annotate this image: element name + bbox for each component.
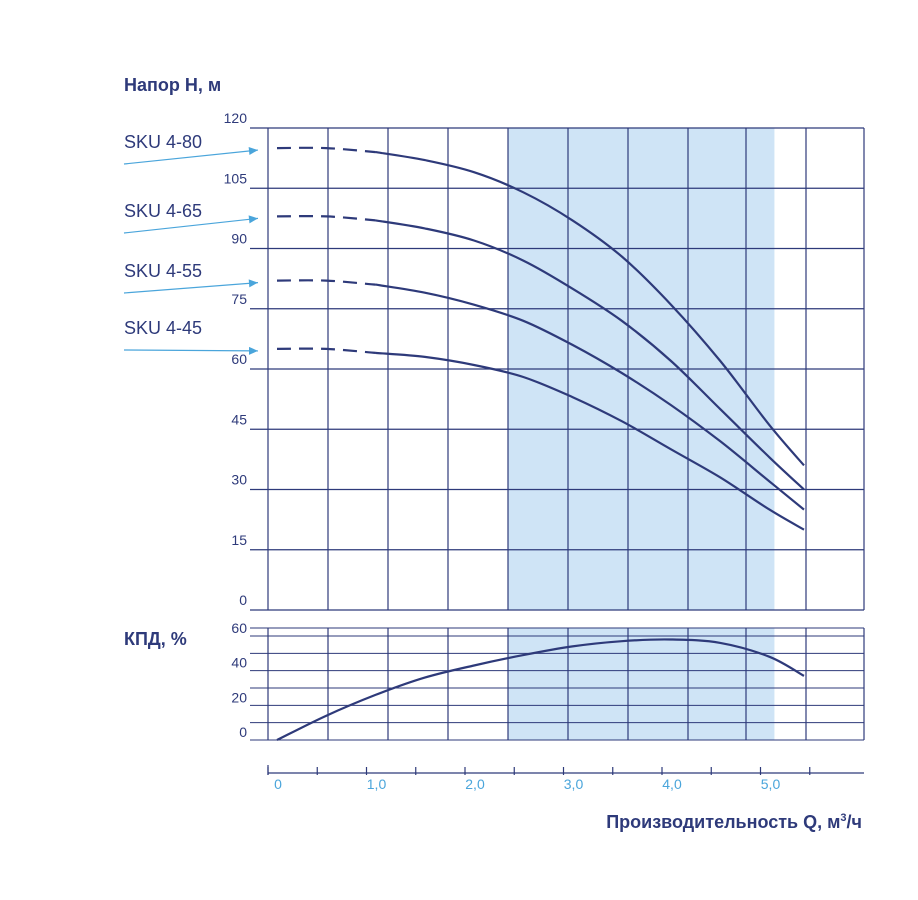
head-curve-sku-4-55	[375, 283, 805, 511]
head-curve-dashed-sku-4-65	[276, 214, 376, 222]
series-label-leader-line	[123, 217, 259, 234]
x-tick-label: 2,0	[465, 776, 485, 792]
efficiency-optimal-range-band	[508, 628, 775, 740]
x-axis-ticks: 0 1,0 2,0 3,0 4,0 5,0	[267, 765, 864, 792]
x-axis: 0 1,0 2,0 3,0 4,0 5,0 Производительность Q, м…	[267, 765, 864, 832]
head-y-tick-label: 120	[224, 110, 248, 126]
efficiency-chart-panel: 0 20 40 60 КПД, %	[124, 620, 865, 741]
head-y-tick-label: 75	[231, 291, 247, 307]
series-label-leader-line	[123, 282, 259, 294]
head-y-tick-label: 30	[231, 472, 247, 488]
head-curve-dashed-sku-4-55	[276, 279, 376, 286]
series-label: SKU 4-65	[124, 201, 202, 221]
efficiency-y-tick-label: 20	[231, 689, 247, 705]
x-tick-label: 1,0	[367, 776, 387, 792]
efficiency-curve-line	[276, 638, 805, 741]
head-y-tick-label: 0	[239, 592, 247, 608]
x-tick-label: 5,0	[761, 776, 781, 792]
series-labels: SKU 4-80 SKU 4-65 SKU 4-55 SKU 4-45	[123, 132, 259, 355]
arrow-icon	[248, 215, 258, 224]
x-tick-label: 0	[274, 776, 282, 792]
series-label: SKU 4-55	[124, 261, 202, 281]
head-curve-dashed-sku-4-45	[276, 347, 376, 354]
arrow-icon	[248, 279, 258, 288]
head-y-tick-label: 45	[231, 411, 247, 427]
efficiency-grid	[250, 627, 865, 741]
efficiency-curve	[276, 638, 805, 741]
efficiency-y-tick-labels: 0 20 40 60	[231, 620, 247, 740]
head-curve-dashed-sku-4-80	[276, 146, 376, 154]
series-label-leader-line	[123, 349, 259, 352]
head-y-axis-title: Напор Н, м	[124, 75, 221, 95]
head-curves	[276, 146, 805, 531]
arrow-icon	[248, 346, 258, 355]
efficiency-y-tick-label: 0	[239, 724, 247, 740]
efficiency-y-tick-label: 60	[231, 620, 247, 636]
head-y-tick-label: 15	[231, 532, 247, 548]
x-tick-label: 3,0	[564, 776, 584, 792]
head-curve-sku-4-45	[375, 351, 805, 531]
head-curve-sku-4-65	[375, 219, 805, 491]
arrow-icon	[248, 147, 258, 155]
series-label: SKU 4-80	[124, 132, 202, 152]
efficiency-y-axis-title: КПД, %	[124, 629, 187, 649]
head-y-tick-label: 90	[231, 231, 247, 247]
efficiency-y-tick-label: 40	[231, 655, 247, 671]
head-grid	[250, 127, 865, 611]
head-y-tick-label: 60	[231, 351, 247, 367]
head-y-tick-label: 105	[224, 170, 248, 186]
x-tick-label: 4,0	[662, 776, 682, 792]
x-axis-title: Производительность Q, м3/ч	[606, 812, 862, 832]
head-curve-sku-4-80	[375, 151, 805, 467]
series-label: SKU 4-45	[124, 318, 202, 338]
head-y-tick-labels: 0 15 30 45 60 75 90 105 120	[224, 110, 248, 608]
series-label-leader-line	[123, 149, 259, 165]
